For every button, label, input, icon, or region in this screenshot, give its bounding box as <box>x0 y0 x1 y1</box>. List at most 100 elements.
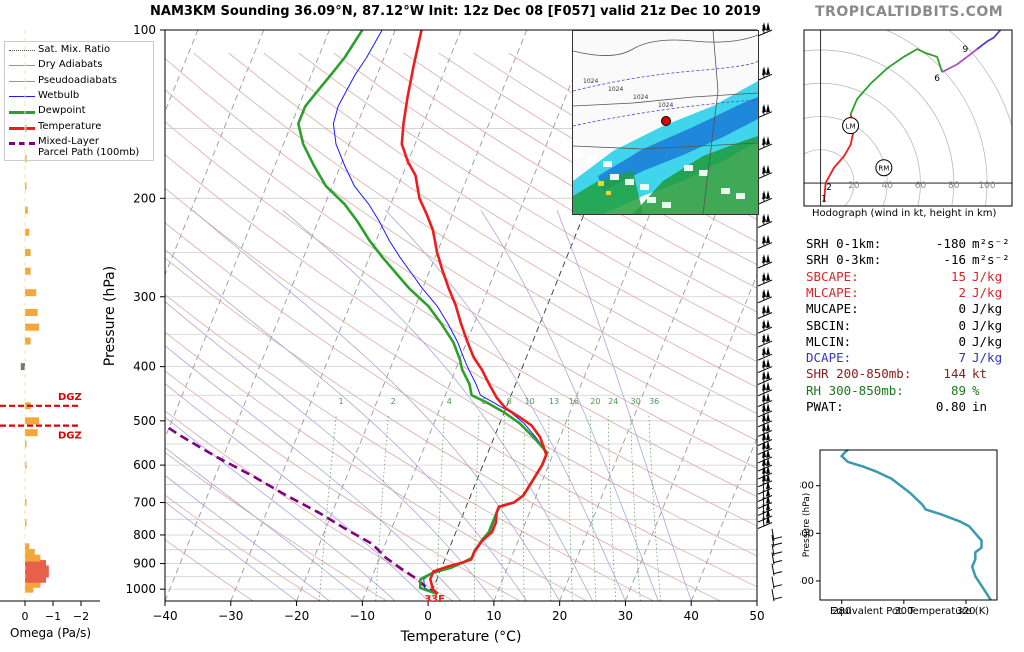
radar-gap <box>684 165 693 171</box>
x-tick-label: 40 <box>684 609 699 623</box>
wind-barb-flag <box>766 457 770 467</box>
radar-heavy <box>606 191 611 195</box>
y-axis-label: Pressure (hPa) <box>102 266 118 366</box>
index-label: SRH 0-1km: <box>806 236 882 251</box>
wind-barb <box>757 457 773 472</box>
wind-barb-tick <box>762 322 765 331</box>
wind-barb-staff <box>757 410 773 418</box>
wind-barb <box>757 412 773 428</box>
pseudo-adiabat <box>556 210 692 601</box>
dry-adiabat <box>263 52 757 363</box>
y-tick-label: 500 <box>133 414 156 428</box>
radar-gap <box>640 184 649 190</box>
omega-bar <box>25 417 39 425</box>
isotherm <box>0 30 1 601</box>
pseudo-adiabat <box>282 209 593 601</box>
wind-barb-staff <box>771 534 775 548</box>
legend-swatch <box>9 65 35 67</box>
omega-axis-label: Omega (Pa/s) <box>10 626 92 640</box>
wind-barb-flag <box>766 494 770 504</box>
omega-bar <box>25 308 38 316</box>
wind-barb-staff <box>757 353 773 361</box>
wind-barb-staff <box>757 389 773 397</box>
page-title: NAM3KM Sounding 36.09°N, 87.12°W Init: 1… <box>150 4 761 19</box>
wind-barb-flag <box>766 288 770 298</box>
wind-barb <box>757 103 773 119</box>
omega-bar <box>25 585 34 593</box>
wind-barb-tick <box>762 415 765 424</box>
wind-barb <box>757 370 773 385</box>
wind-barb-flag <box>766 213 770 223</box>
wind-barb <box>757 234 773 250</box>
wind-barb-flag <box>766 402 770 412</box>
x-tick-label: 50 <box>749 609 764 623</box>
wind-barb <box>757 22 773 37</box>
legend-swatch <box>9 141 35 145</box>
wind-barb-flag <box>766 370 770 380</box>
omega-bar <box>25 206 28 214</box>
y-tick-label: 700 <box>133 496 156 510</box>
index-row: RH 300-850mb: 89% <box>806 383 1006 399</box>
index-label: SBCAPE: <box>806 268 859 284</box>
wind-barb-flag <box>766 358 770 368</box>
wind-barb-tick <box>762 106 765 115</box>
omega-bar <box>25 575 46 583</box>
wind-barb <box>757 501 773 516</box>
radar-gap <box>610 174 619 180</box>
mixing-ratio-label: 4 <box>447 397 452 406</box>
index-row: DCAPE: 7 J/kg <box>806 350 1006 366</box>
radar-gap <box>573 151 582 157</box>
wind-barb-flag <box>766 472 770 482</box>
wind-barb-tick <box>773 536 783 540</box>
y-tick-label: 900 <box>133 557 156 571</box>
wind-barb-tick <box>762 497 765 506</box>
wind-barb-tick <box>762 395 765 404</box>
radar-gap <box>625 179 634 185</box>
wind-barb-flag <box>766 440 770 450</box>
omega-bar <box>25 267 31 275</box>
index-row: SHR 200-850mb: 144 kt <box>806 366 1006 382</box>
omega-tick-label: −1 <box>45 610 61 623</box>
legend-label: Pseudoadiabats <box>38 74 118 86</box>
temperature-line <box>400 30 548 595</box>
omega-bar <box>25 323 39 331</box>
wind-barb-tick <box>773 584 783 588</box>
mixing-ratio-label: 2 <box>391 397 396 406</box>
wind-barb-staff <box>757 502 773 509</box>
omega-bar <box>25 554 41 562</box>
dry-adiabat <box>165 121 757 498</box>
hodograph-height-label: 1 <box>821 194 827 204</box>
x-tick-label: 10 <box>486 609 501 623</box>
wind-barb <box>757 288 773 304</box>
brand-watermark: TROPICALTIDBITS.COM <box>815 4 1004 20</box>
wind-barb-staff <box>757 464 773 472</box>
omega-bar <box>25 228 30 236</box>
isotherm <box>165 30 199 113</box>
radar-precip-moderate <box>598 97 758 191</box>
wind-barb-staff <box>771 543 775 556</box>
sounding-location-marker <box>661 116 671 126</box>
index-label: MUCAPE: <box>806 301 859 317</box>
dry-adiabat <box>165 370 521 601</box>
wind-barb-tick <box>762 336 765 345</box>
wind-barb-flag <box>766 190 770 200</box>
legend-swatch <box>9 50 35 51</box>
omega-bar <box>25 570 49 578</box>
isobar-contour <box>573 60 758 92</box>
omega-bar <box>25 440 27 448</box>
index-unit: in <box>972 399 988 414</box>
wind-barb-tick <box>773 551 783 555</box>
wind-barb-flag <box>766 508 770 517</box>
map-contour-label: 1024 <box>608 86 623 93</box>
hodograph-ring-label: 40 <box>881 181 893 191</box>
x-tick-label: 20 <box>552 609 567 623</box>
legend-swatch <box>9 126 35 130</box>
radar-map-svg: 1024 1024 1024 1024 <box>573 31 758 214</box>
legend-item: Temperature <box>5 121 153 135</box>
wind-barb-tick <box>762 216 765 225</box>
wind-barb-tick <box>773 560 783 563</box>
isotherm <box>296 30 528 601</box>
ept-chart: 280 300 320 400 600 800Pressure (hPa) <box>800 449 998 617</box>
mixing-ratio-label: 13 <box>549 397 559 406</box>
wind-barb-staff <box>757 261 773 269</box>
